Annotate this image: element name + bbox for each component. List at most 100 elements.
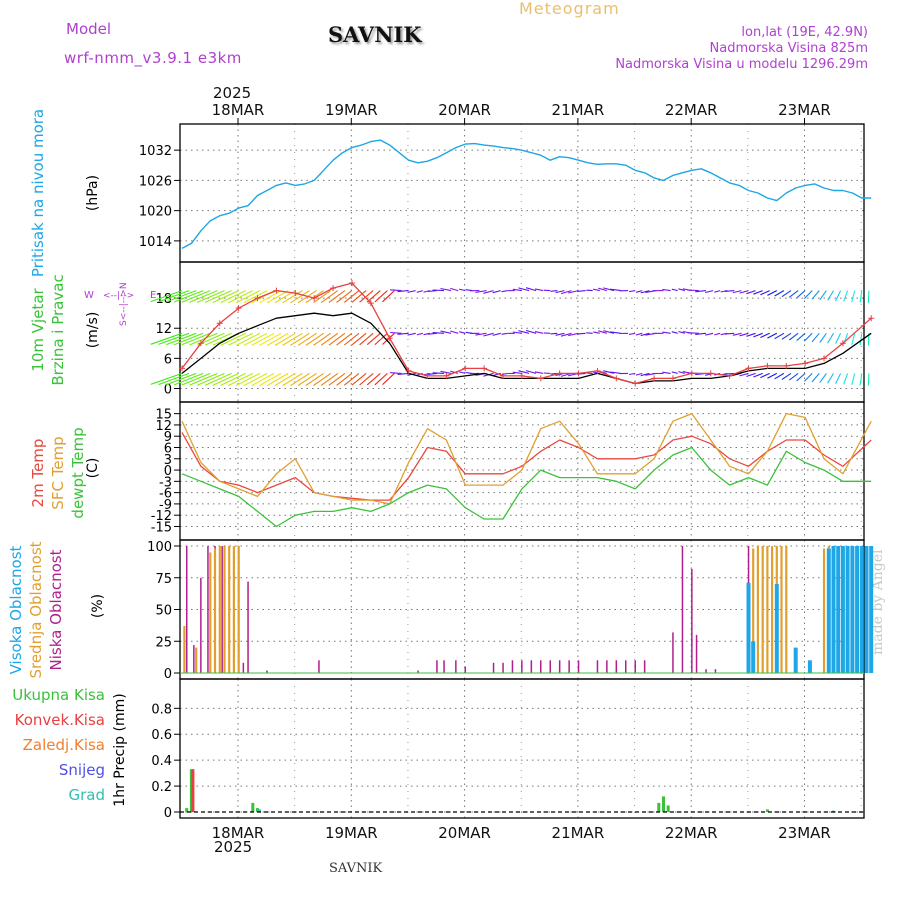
cloud-bar <box>464 666 466 673</box>
wind-vector <box>366 372 381 386</box>
cloud-bar <box>318 660 320 673</box>
model-altitude-label: Nadmorska Visina u modelu 1296.29m <box>615 57 868 72</box>
wind-gust-marker <box>179 365 185 372</box>
panel-frame <box>179 678 865 819</box>
wind-vector <box>767 332 778 339</box>
wind-vector <box>475 332 487 336</box>
y-tick-label: 0.4 <box>151 754 172 769</box>
wind-vector <box>181 290 211 303</box>
wind-vector <box>788 372 799 381</box>
cloud-bar <box>492 662 495 673</box>
wind-vector <box>228 332 254 346</box>
wind-vector <box>695 290 707 293</box>
wind-vector <box>781 290 792 298</box>
legend-pressure: Pritisak na nivou mora <box>29 109 47 277</box>
wind-vector <box>760 372 770 379</box>
wind-vector <box>320 290 339 304</box>
wind-vector <box>390 331 402 334</box>
cloud-bar <box>705 669 707 673</box>
wind-vector <box>671 371 678 374</box>
cloud-bar <box>237 546 240 673</box>
wind-gust-marker <box>273 287 280 294</box>
y-tick-label: -12 <box>151 509 172 524</box>
wind-vector <box>305 372 324 386</box>
y-tick-label: 6 <box>164 352 172 367</box>
wind-vector <box>432 332 445 334</box>
cloud-bar <box>855 546 860 673</box>
y-tick-label: 75 <box>155 572 172 587</box>
cloud-bar <box>836 546 841 673</box>
y-tick-label: 1014 <box>139 235 172 250</box>
wind-gust-marker <box>783 362 790 369</box>
wind-vector <box>560 290 572 295</box>
wind-vector <box>555 332 565 336</box>
wind-vector <box>297 372 317 386</box>
cloud-bar <box>761 546 764 673</box>
cloud-bar <box>577 660 580 673</box>
wind-vector <box>774 332 785 340</box>
wind-gust-marker <box>839 340 846 347</box>
wind-vector <box>220 372 246 386</box>
wind-vector <box>166 332 197 346</box>
wind-vector <box>459 288 466 292</box>
wind-vector <box>512 288 522 292</box>
legend-temp-2m: 2m Temp <box>29 439 47 508</box>
wind-vector <box>290 372 310 387</box>
wind-vector <box>204 290 232 303</box>
wind-vector <box>827 290 834 301</box>
wind-vector <box>423 290 430 293</box>
wind-vector <box>593 288 600 292</box>
wind-vector <box>796 332 806 342</box>
wind-vector <box>534 288 544 292</box>
cloud-bar <box>606 660 608 673</box>
wind-vector <box>274 372 296 387</box>
wind-vector <box>351 332 367 346</box>
y-tick-label: 50 <box>155 604 172 619</box>
y-tick-label: 0.8 <box>151 702 172 717</box>
wind-vector <box>577 332 586 335</box>
wind-vector <box>610 371 622 374</box>
wind-gust-marker <box>594 367 601 374</box>
cloud-bar <box>417 670 419 673</box>
wind-vector <box>610 331 622 334</box>
wind-vector <box>811 373 820 383</box>
day-label-top: 19MAR <box>325 101 378 119</box>
wind-vector <box>859 290 863 303</box>
precip-bar <box>765 809 769 812</box>
wind-gust-marker <box>216 320 223 327</box>
wind-vector <box>687 289 699 292</box>
wind-vector <box>678 330 685 334</box>
temp-2m-line <box>181 432 872 501</box>
day-label-top: 22MAR <box>665 101 718 119</box>
wind-gust-marker <box>868 315 875 322</box>
cloud-bar <box>242 662 245 673</box>
cloud-bar <box>223 546 226 673</box>
precip-bar <box>657 802 661 812</box>
cloud-bar <box>436 660 438 673</box>
model-name: wrf-nmm_v3.9.1 e3km <box>64 49 242 67</box>
cloud-bar <box>193 645 195 673</box>
wind-vector <box>150 372 183 385</box>
wind-gust-marker <box>537 375 544 382</box>
wind-vector <box>459 371 466 374</box>
wind-vector <box>427 372 437 375</box>
wind-vector <box>220 290 246 304</box>
cloud-bar <box>681 546 684 673</box>
wind-vector <box>534 371 544 374</box>
cloud-bar <box>691 568 693 673</box>
cloud-bar <box>549 660 551 673</box>
cloud-bar <box>615 660 618 673</box>
unit-c: (C) <box>85 458 101 479</box>
altitude-label: Nadmorska Visina 825m <box>709 41 869 56</box>
wind-vector <box>166 290 197 303</box>
wind-vector <box>382 332 395 345</box>
cloud-bar <box>207 546 209 673</box>
wind-vector <box>819 373 827 383</box>
wind-vector <box>181 372 211 386</box>
wind-gust-marker <box>669 375 676 382</box>
wind-gust-marker <box>764 362 771 369</box>
wind-vector <box>671 331 678 334</box>
cloud-bar <box>266 670 268 673</box>
station-title: SAVNIK <box>328 22 422 47</box>
precip-bar <box>251 802 255 812</box>
